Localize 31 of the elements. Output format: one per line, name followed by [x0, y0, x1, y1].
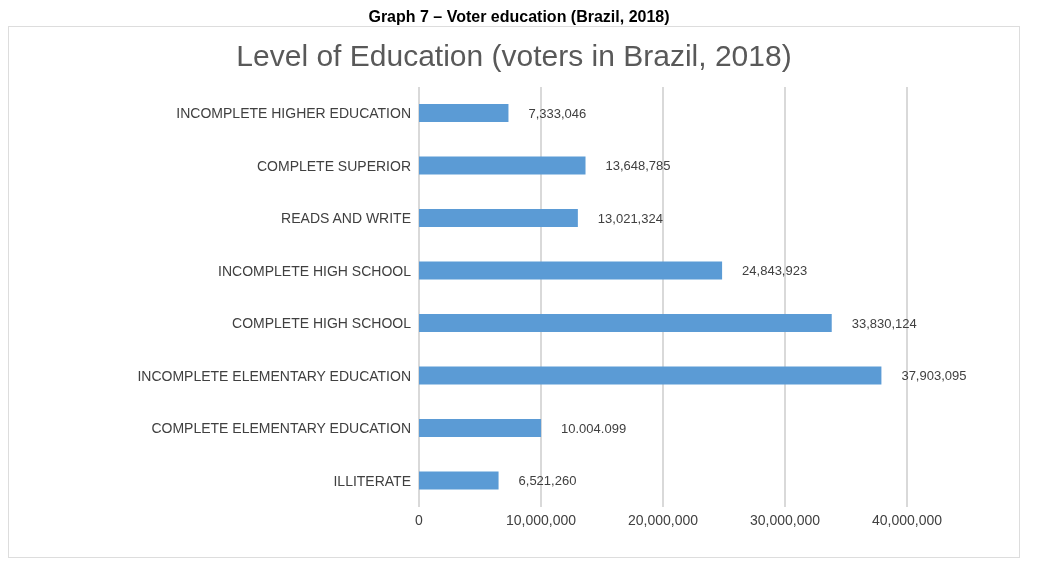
x-tick-label: 0 — [415, 511, 424, 528]
y-tick-label: ILLITERATE — [333, 472, 411, 489]
x-tick-label: 20,000,000 — [627, 511, 699, 528]
chart-title: Graph 7 – Voter education (Brazil, 2018) — [367, 8, 671, 26]
data-label: 6,521,260 — [518, 473, 577, 489]
y-tick-label: COMPLETE ELEMENTARY EDUCATION — [151, 420, 411, 437]
bar — [419, 261, 723, 280]
data-label: 37,903,095 — [901, 368, 967, 384]
data-label: 7,333,046 — [528, 105, 587, 121]
bar — [419, 366, 882, 385]
y-tick-label: READS AND WRITE — [281, 210, 411, 227]
bar — [419, 419, 542, 437]
bar — [419, 209, 578, 227]
data-label: 13,648,785 — [605, 158, 671, 174]
x-tick-label: 40,000,000 — [871, 511, 943, 528]
y-tick-label: INCOMPLETE ELEMENTARY EDUCATION — [137, 367, 411, 384]
data-label: 13,021,324 — [597, 210, 663, 226]
bar — [419, 156, 586, 175]
y-tick-label: INCOMPLETE HIGH SCHOOL — [218, 262, 412, 279]
bar — [419, 314, 832, 332]
bar — [419, 471, 499, 490]
data-label: 24,843,923 — [742, 263, 808, 279]
x-tick-label: 30,000,000 — [749, 511, 821, 528]
y-tick-label: INCOMPLETE HIGHER EDUCATION — [176, 105, 411, 122]
y-tick-label: COMPLETE HIGH SCHOOL — [232, 315, 412, 332]
chart-subtitle: Level of Education (voters in Brazil, 2018) — [235, 39, 793, 73]
y-tick-label: COMPLETE SUPERIOR — [256, 157, 411, 174]
data-label: 10.004.099 — [561, 420, 627, 436]
bar — [419, 104, 509, 122]
x-tick-label: 10,000,000 — [505, 511, 577, 528]
data-label: 33,830,124 — [851, 315, 917, 331]
